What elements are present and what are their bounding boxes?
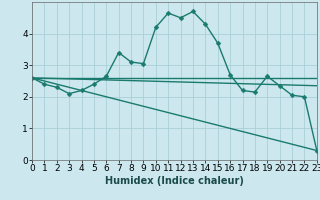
X-axis label: Humidex (Indice chaleur): Humidex (Indice chaleur) bbox=[105, 176, 244, 186]
